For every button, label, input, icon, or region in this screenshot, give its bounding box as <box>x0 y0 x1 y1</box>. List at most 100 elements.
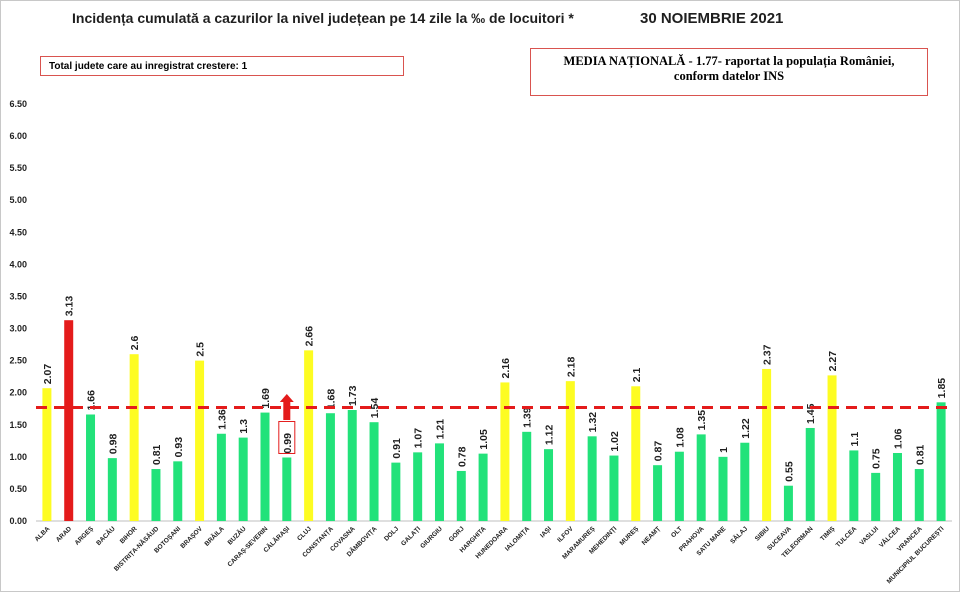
value-label: 2.27 <box>827 351 839 372</box>
value-label: 1.3 <box>238 419 250 434</box>
value-label: 1.08 <box>674 427 686 448</box>
category-label: TULCEA <box>835 525 859 549</box>
bar-ialomița <box>522 431 532 521</box>
value-label: 2.37 <box>762 344 774 365</box>
category-label: GORJ <box>448 525 466 543</box>
bar-mehedinți <box>609 455 619 521</box>
y-tick-label: 4.00 <box>9 259 27 269</box>
category-label: IAȘI <box>539 525 553 539</box>
value-label: 0.91 <box>391 438 403 459</box>
bar-timiș <box>827 375 837 521</box>
value-label: 1.69 <box>260 388 272 409</box>
value-label: 1.02 <box>609 431 621 452</box>
category-label: BACĂU <box>94 524 117 547</box>
value-label: 2.1 <box>631 368 643 383</box>
bar-neamț <box>653 465 663 521</box>
category-label: TIMIȘ <box>819 525 837 543</box>
y-tick-label: 0.00 <box>9 516 27 526</box>
value-label: 1.12 <box>544 425 556 446</box>
bar-harghita <box>478 453 488 521</box>
value-label: 1.32 <box>587 412 599 433</box>
value-label: 1.68 <box>325 389 337 410</box>
bar-mureș <box>631 386 641 521</box>
bar-constanța <box>325 413 335 521</box>
value-label: 0.87 <box>653 441 665 462</box>
value-label: 0.98 <box>107 434 119 455</box>
bar-brăila <box>216 433 226 521</box>
category-label: ILFOV <box>556 525 575 544</box>
value-label: 0.93 <box>173 437 185 458</box>
bar-dâmbovița <box>369 422 379 521</box>
category-label: BRĂILA <box>202 524 226 548</box>
value-label: 1.05 <box>478 429 490 450</box>
bar-caraș-severin <box>260 412 270 521</box>
category-label: CLUJ <box>296 525 313 542</box>
bar-gorj <box>456 470 466 521</box>
bar-ilfov <box>565 381 575 521</box>
value-label: 1.73 <box>347 385 359 406</box>
category-label: ALBA <box>34 525 52 543</box>
bar-vâlcea <box>892 452 902 521</box>
value-label: 1.22 <box>740 418 752 439</box>
y-tick-label: 4.50 <box>9 227 27 237</box>
category-label: ARAD <box>55 525 73 543</box>
bar-cluj <box>304 350 314 521</box>
value-label: 2.16 <box>500 358 512 379</box>
bar-covasna <box>347 410 357 521</box>
value-label: 2.5 <box>195 342 207 357</box>
category-label: VASLUI <box>859 525 881 547</box>
value-label: 1.35 <box>696 410 708 431</box>
chart-title: Incidența cumulată a cazurilor la nivel … <box>72 10 574 26</box>
bar-galați <box>413 452 423 521</box>
category-label: NEAMȚ <box>641 525 662 546</box>
y-tick-label: 2.00 <box>9 388 27 398</box>
value-label: 0.81 <box>151 444 163 465</box>
bar-bacău <box>107 458 117 521</box>
bar-prahova <box>696 434 706 521</box>
bar-alba <box>42 388 52 521</box>
bar-sibiu <box>762 368 772 521</box>
bar-arad <box>64 320 74 521</box>
value-label: 0.99 <box>282 433 294 454</box>
bar-iași <box>544 449 554 521</box>
bar-maramureș <box>587 436 597 521</box>
national-mean-box: MEDIA NAȚIONALĂ - 1.77- raportat la popu… <box>530 48 928 96</box>
category-label: BRAȘOV <box>179 525 204 550</box>
y-tick-label: 0.50 <box>9 484 27 494</box>
value-label: 1.1 <box>849 432 861 447</box>
y-tick-label: 1.50 <box>9 420 27 430</box>
bar-buzău <box>238 437 248 521</box>
y-tick-label: 5.50 <box>9 163 27 173</box>
value-label: 0.75 <box>871 448 883 469</box>
bar-hunedoara <box>500 382 510 521</box>
category-label: BUZĂU <box>225 524 248 547</box>
increase-count-box: Total judete care au inregistrat crester… <box>40 56 404 76</box>
value-label: 2.18 <box>565 357 577 378</box>
bar-brașov <box>195 360 205 521</box>
value-label: 1.06 <box>892 428 904 449</box>
value-label: 1.36 <box>216 409 228 430</box>
category-label: DOLJ <box>383 525 400 542</box>
category-label: OLT <box>670 525 684 539</box>
category-label: ARGEȘ <box>74 525 96 547</box>
bar-satu mare <box>718 456 728 521</box>
increase-highlight-box <box>278 420 296 454</box>
chart-date: 30 NOIEMBRIE 2021 <box>640 10 784 27</box>
category-label: GIURGIU <box>419 525 444 550</box>
bar-botoșani <box>173 461 183 521</box>
bar-municipiul bucurești <box>936 402 946 521</box>
value-label: 2.07 <box>42 364 54 385</box>
bar-argeș <box>86 414 96 521</box>
category-label: CARAȘ-SEVERIN <box>226 525 269 568</box>
bar-giurgiu <box>434 443 444 521</box>
bar-sălaj <box>740 442 750 521</box>
y-tick-label: 2.50 <box>9 356 27 366</box>
value-label: 0.78 <box>456 446 468 467</box>
value-label: 0.55 <box>783 461 795 482</box>
increase-arrow-icon <box>279 393 294 420</box>
bar-olt <box>674 451 684 521</box>
value-label: 0.81 <box>914 444 926 465</box>
bar-bistrița-năsăud <box>151 469 161 521</box>
value-label: 1.07 <box>413 428 425 449</box>
